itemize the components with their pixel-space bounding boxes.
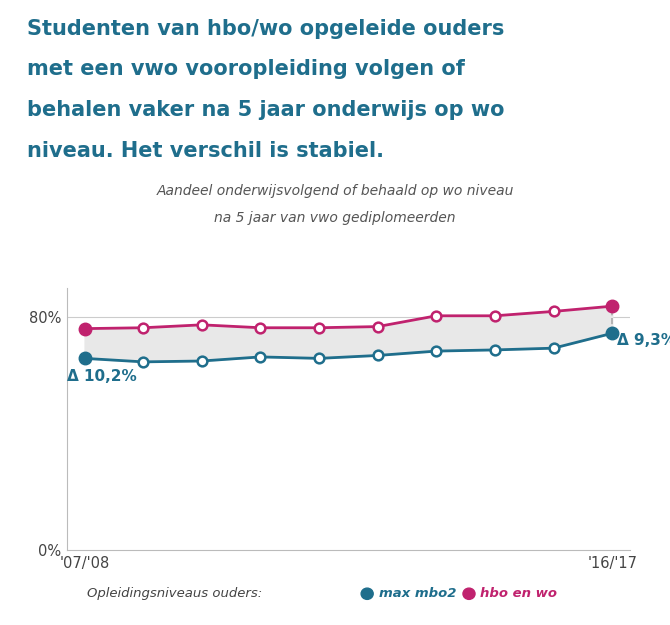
Text: na 5 jaar van vwo gediplomeerden: na 5 jaar van vwo gediplomeerden	[214, 211, 456, 225]
Text: Opleidingsniveaus ouders:: Opleidingsniveaus ouders:	[87, 588, 263, 600]
Text: niveau. Het verschil is stabiel.: niveau. Het verschil is stabiel.	[27, 141, 384, 161]
Text: max mbo2: max mbo2	[379, 588, 456, 600]
Text: behalen vaker na 5 jaar onderwijs op wo: behalen vaker na 5 jaar onderwijs op wo	[27, 100, 505, 120]
Text: Δ 9,3%: Δ 9,3%	[617, 333, 670, 348]
Text: Δ 10,2%: Δ 10,2%	[67, 369, 137, 384]
Text: met een vwo vooropleiding volgen of: met een vwo vooropleiding volgen of	[27, 59, 465, 79]
Text: Aandeel onderwijsvolgend of behaald op wo niveau: Aandeel onderwijsvolgend of behaald op w…	[156, 184, 514, 198]
Text: Studenten van hbo/wo opgeleide ouders: Studenten van hbo/wo opgeleide ouders	[27, 19, 505, 39]
Text: hbo en wo: hbo en wo	[480, 588, 557, 600]
